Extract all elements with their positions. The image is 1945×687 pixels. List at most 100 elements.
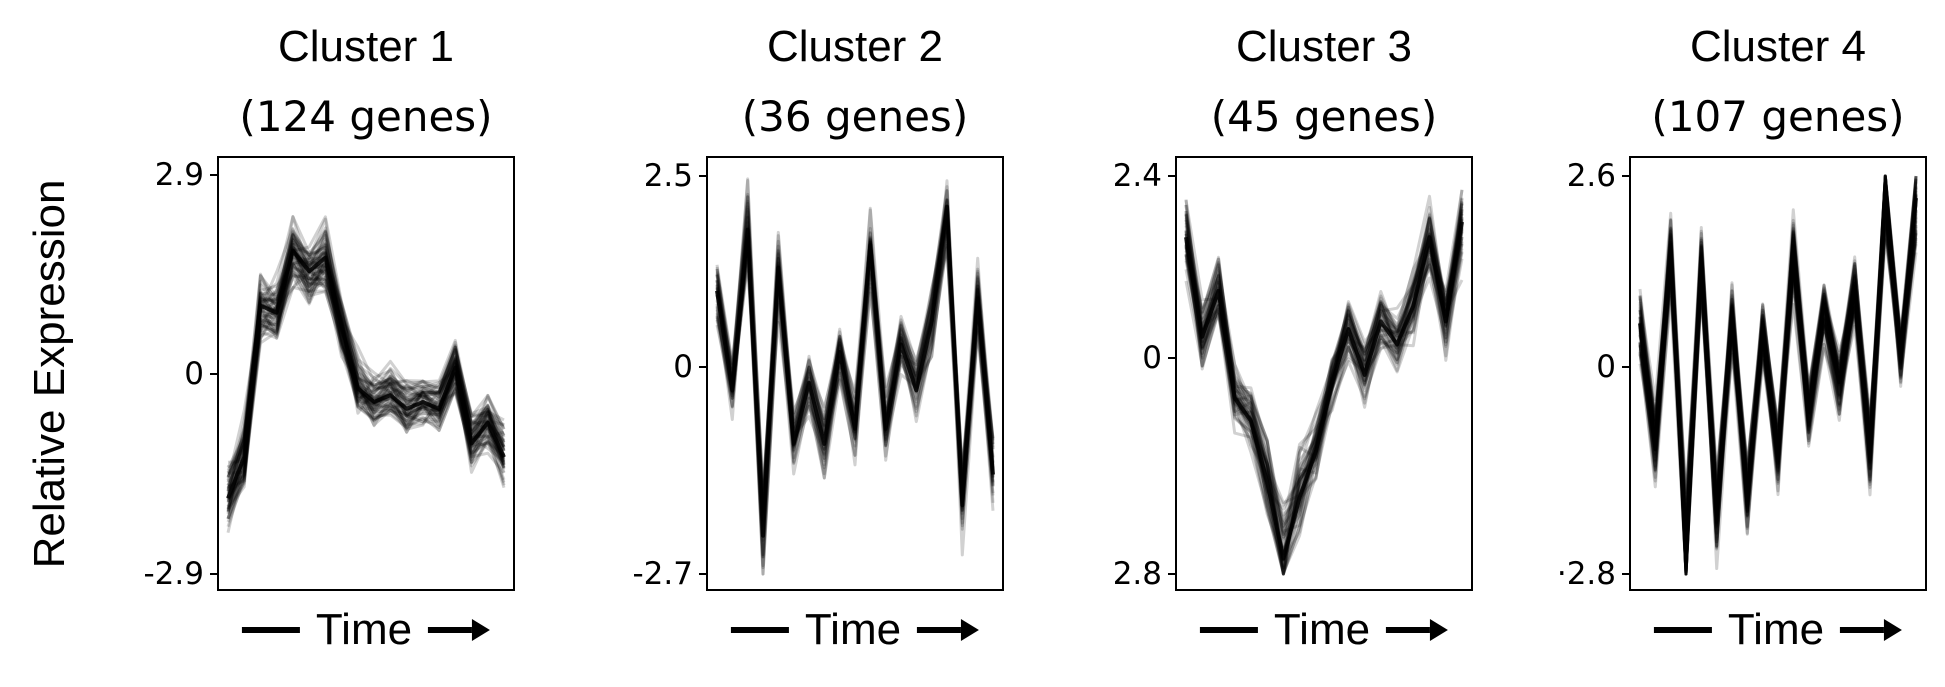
x-axis-label: Time (1653, 605, 1903, 655)
gene-series-line (226, 227, 506, 492)
cluster-gene-count: (45 genes) (1210, 92, 1438, 141)
gene-series-line (226, 230, 506, 492)
cluster-title: Cluster 3 (1235, 22, 1413, 71)
y-tick-label: 0 (184, 356, 204, 392)
y-tick-label: 2.8 (1112, 556, 1162, 592)
y-tick-label: 0 (1596, 349, 1616, 385)
x-axis-label-text: Time (804, 605, 902, 654)
gene-series-line (226, 226, 506, 490)
y-tick-label: 0 (1142, 340, 1162, 376)
gene-series-line (1184, 214, 1464, 541)
gene-series-line (1638, 221, 1918, 576)
gene-series-line (1638, 209, 1918, 576)
gene-series-line (226, 243, 506, 492)
gene-series-line (227, 262, 506, 475)
x-axis-label-text: Time (1273, 605, 1371, 654)
y-tick-label: 2.9 (154, 157, 204, 193)
gene-series-line (226, 231, 506, 496)
gene-series-line (226, 233, 506, 475)
gene-series-line (1184, 198, 1464, 517)
cluster-gene-count: (36 genes) (741, 92, 969, 141)
gene-series-line (226, 266, 506, 508)
cluster-gene-count: (107 genes) (1651, 92, 1905, 141)
gene-series-line (226, 251, 506, 512)
dash-icon (730, 627, 789, 633)
cluster-plot (699, 156, 1004, 591)
gene-series-line (226, 234, 506, 503)
cluster-gene-count: (124 genes) (239, 92, 493, 141)
gene-series-line (226, 251, 506, 511)
gene-series-line (226, 229, 506, 469)
gene-series-line (1184, 189, 1464, 525)
gene-series-line (1638, 185, 1918, 573)
plot-frame (1175, 156, 1473, 591)
gene-series-line (226, 215, 506, 479)
gene-series-line (226, 234, 506, 481)
right-arrow-icon (1386, 619, 1449, 641)
gene-series-line (226, 215, 506, 500)
right-arrow-icon (428, 619, 491, 641)
y-tick-label: -2.9 (143, 556, 205, 592)
gene-series-line (1638, 211, 1918, 576)
y-tick-label: 0 (673, 349, 693, 385)
gene-series-line (1638, 177, 1918, 572)
gene-series-line (226, 239, 506, 495)
y-tick-label: ·2.8 (1556, 556, 1616, 592)
gene-series-line (226, 230, 505, 490)
cluster-plot (1168, 156, 1473, 591)
dash-icon (1653, 627, 1712, 633)
gene-series-line (1638, 194, 1918, 576)
gene-series-line (715, 198, 995, 570)
dash-icon (241, 627, 300, 633)
x-axis-label: Time (730, 605, 980, 655)
y-tick-label: -2.7 (632, 556, 694, 592)
gene-series-line (226, 215, 506, 499)
gene-series-line (1638, 180, 1918, 576)
x-axis-label-text: Time (1727, 605, 1825, 654)
y-axis-label: Relative Expression (25, 179, 74, 569)
gene-series-line (226, 271, 506, 501)
gene-series-line (226, 242, 506, 471)
y-tick-label: 2.4 (1112, 158, 1162, 194)
cluster-title: Cluster 1 (277, 22, 455, 71)
cluster-mean-line (1638, 188, 1918, 554)
gene-series-line (1184, 231, 1464, 560)
gene-series-line (226, 217, 506, 520)
gene-series-line (226, 236, 506, 483)
plot-frame (706, 156, 1004, 591)
gene-series-line (226, 242, 506, 503)
gene-series-line (1638, 210, 1918, 576)
cluster-plot (210, 156, 515, 591)
cluster-mean-line (226, 248, 506, 500)
gene-series-line (1184, 213, 1464, 507)
gene-series-line (226, 238, 506, 478)
right-arrow-icon (917, 619, 980, 641)
y-tick-label: 2.6 (1566, 158, 1616, 194)
gene-series-line (1638, 174, 1918, 575)
gene-series-line (227, 243, 506, 464)
gene-series-line (226, 242, 505, 476)
gene-series-line (226, 258, 506, 501)
gene-series-line (226, 231, 506, 509)
cluster-mean-line (1184, 221, 1464, 561)
gene-series-line (226, 265, 506, 501)
cluster-mean-line (715, 204, 995, 538)
gene-series-line (226, 265, 506, 503)
cluster-title: Cluster 4 (1689, 22, 1867, 71)
x-axis-label: Time (241, 605, 491, 655)
gene-series-line (1184, 250, 1464, 575)
cluster-title: Cluster 2 (766, 22, 944, 71)
gene-series-line (226, 251, 506, 534)
gene-series-line (1184, 216, 1464, 563)
plot-frame (217, 156, 515, 591)
x-axis-label: Time (1199, 605, 1449, 655)
dash-icon (1199, 627, 1258, 633)
right-arrow-icon (1840, 619, 1903, 641)
gene-series-line (226, 246, 506, 508)
gene-series-line (1638, 188, 1918, 576)
plot-frame (1629, 156, 1927, 591)
gene-series-line (1184, 211, 1464, 576)
y-tick-label: 2.5 (643, 158, 693, 194)
gene-series-line (227, 285, 506, 494)
gene-series-line (226, 233, 506, 483)
